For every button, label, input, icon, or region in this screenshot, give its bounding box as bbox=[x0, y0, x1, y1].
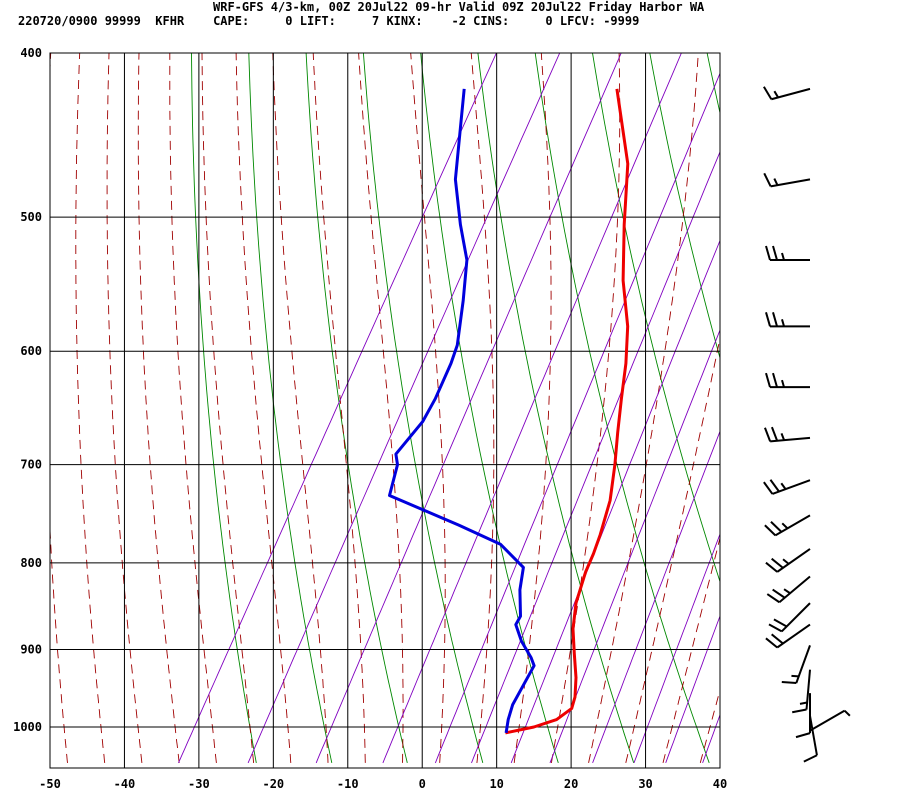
wind-barb bbox=[765, 623, 811, 649]
mixing-ratio-line bbox=[549, 328, 720, 764]
chart-title: WRF-GFS 4/3-km, 00Z 20Jul22 09-hr Valid … bbox=[213, 0, 705, 14]
moist-adiabat-line bbox=[550, 53, 621, 763]
wind-barb bbox=[768, 602, 811, 633]
moist-adiabat-line bbox=[588, 53, 699, 763]
x-tick-label: 30 bbox=[638, 777, 652, 791]
x-tick-label: -50 bbox=[39, 777, 61, 791]
mixing-ratio-line bbox=[178, 53, 497, 764]
moist-adiabat-line bbox=[106, 53, 143, 763]
wind-barb bbox=[765, 312, 810, 328]
wind-barb bbox=[763, 172, 811, 188]
mixing-ratio-line bbox=[510, 239, 720, 764]
dry-adiabat-line bbox=[649, 53, 720, 360]
moist-adiabat-line bbox=[50, 53, 68, 763]
x-tick-label: -40 bbox=[114, 777, 136, 791]
wind-barb bbox=[765, 548, 811, 573]
wind-barb bbox=[781, 645, 811, 684]
dry-adiabat-line bbox=[874, 34, 900, 763]
y-tick-label: 500 bbox=[20, 210, 42, 224]
temperature-profile-line bbox=[505, 88, 630, 735]
wind-barb bbox=[764, 514, 811, 537]
dry-adiabat-line bbox=[248, 53, 333, 763]
mixing-ratio-line bbox=[702, 713, 720, 764]
x-tick-label: -10 bbox=[337, 777, 359, 791]
dry-adiabat-line bbox=[760, 34, 900, 763]
x-tick-label: -20 bbox=[262, 777, 284, 791]
wind-barb bbox=[809, 709, 851, 732]
moist-adiabat-line bbox=[358, 53, 404, 763]
wind-barb bbox=[763, 479, 811, 495]
wind-barb bbox=[763, 86, 811, 101]
moist-adiabat-line bbox=[235, 53, 292, 763]
y-tick-label: 900 bbox=[20, 642, 42, 656]
moist-adiabat-line bbox=[201, 53, 255, 763]
x-tick-label: 10 bbox=[489, 777, 503, 791]
y-tick-label: 700 bbox=[20, 458, 42, 472]
mixing-ratio-line bbox=[315, 53, 622, 764]
moist-adiabat-line bbox=[312, 53, 366, 763]
moist-adiabat-line bbox=[470, 53, 495, 763]
moist-adiabat-line bbox=[699, 688, 720, 764]
mixing-ratio-line bbox=[633, 532, 720, 764]
y-tick-label: 1000 bbox=[13, 720, 42, 734]
y-tick-label: 400 bbox=[20, 46, 42, 60]
moist-adiabat-line bbox=[75, 53, 106, 763]
wind-barb bbox=[765, 372, 810, 389]
dry-adiabat-line bbox=[191, 53, 257, 763]
x-tick-label: 20 bbox=[564, 777, 578, 791]
wind-barb bbox=[764, 426, 811, 443]
dry-adiabat-line bbox=[706, 53, 720, 115]
x-tick-label: 40 bbox=[713, 777, 727, 791]
moist-adiabat-line bbox=[137, 53, 180, 763]
x-tick-label: 0 bbox=[419, 777, 426, 791]
moist-adiabat-line bbox=[169, 53, 217, 763]
y-tick-label: 800 bbox=[20, 556, 42, 570]
moist-adiabat-line bbox=[410, 53, 446, 763]
mixing-ratio-line bbox=[382, 53, 682, 764]
wind-barb bbox=[765, 245, 810, 261]
moist-adiabat-line bbox=[272, 53, 329, 763]
dewpoint-profile-line bbox=[388, 88, 536, 734]
y-tick-label: 600 bbox=[20, 344, 42, 358]
x-tick-label: -30 bbox=[188, 777, 210, 791]
moist-adiabat-line bbox=[662, 536, 720, 764]
wind-barb bbox=[766, 575, 811, 604]
wind-barb bbox=[792, 669, 811, 714]
dry-adiabat-line bbox=[817, 34, 900, 763]
wind-barb bbox=[795, 693, 811, 739]
station-info-line: 220720/0900 99999 KFHR CAPE: 0 LIFT: 7 K… bbox=[18, 14, 640, 28]
dry-adiabat-line bbox=[420, 53, 559, 764]
mixing-ratio-line bbox=[665, 614, 720, 764]
mixing-ratio-line bbox=[592, 430, 720, 764]
wind-barb bbox=[803, 715, 818, 763]
moist-adiabat-line bbox=[625, 335, 720, 764]
